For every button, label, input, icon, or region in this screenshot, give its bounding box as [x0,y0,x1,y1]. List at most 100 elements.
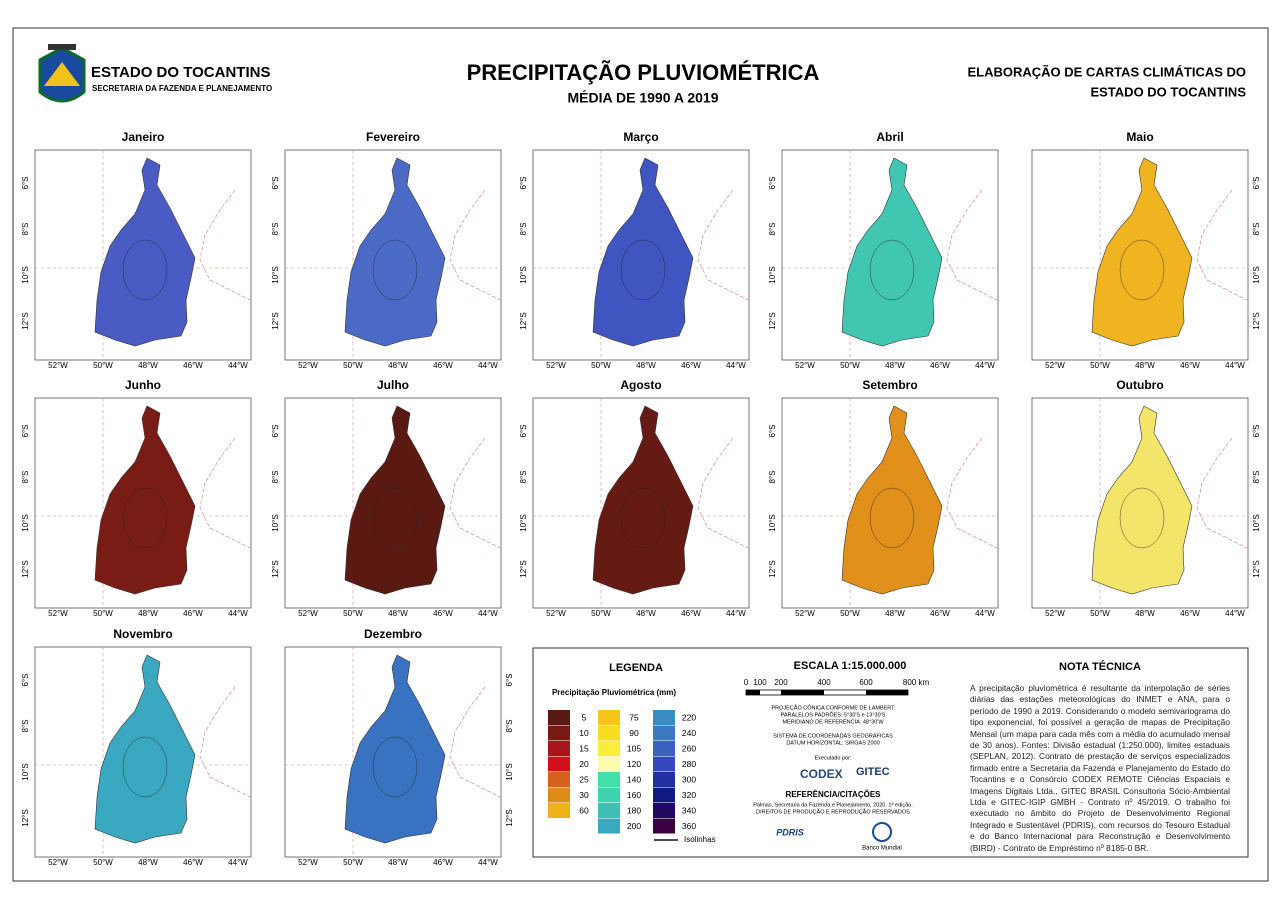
y-label: 6°S [21,425,30,438]
x-label: 50°W [840,361,860,370]
tocantins [841,157,943,347]
y-label: 12°S [519,312,528,329]
x-label: 52°W [298,858,318,867]
y-label: 10°S [21,266,30,283]
legend-label: 75 [629,712,639,722]
y-label: 12°S [1252,312,1261,329]
map-title: Agosto [620,378,661,392]
map-title: Abril [876,130,903,144]
y-label: 6°S [21,674,30,687]
y-label: 8°S [1252,471,1261,484]
y-label: 8°S [21,223,30,236]
legend-subtitle: Precipitação Pluviométrica (mm) [552,688,676,697]
y-label: 8°S [271,223,280,236]
y-label: 8°S [271,471,280,484]
tocantins [1091,157,1193,347]
legend-label: 120 [627,759,641,769]
scale-segment [866,690,908,695]
map-panel: Setembro 52°W 50°W 48°W 46°W 44°W 6°S 8°S 10°S 12… [768,378,999,618]
x-label: 52°W [546,361,566,370]
scale-tick: 100 [753,678,767,687]
legend-label: 140 [627,774,641,784]
x-label: 50°W [591,609,611,618]
x-label: 46°W [433,361,453,370]
y-label: 6°S [271,425,280,438]
x-label: 44°W [478,361,498,370]
x-label: 48°W [1135,361,1155,370]
project-line: ELABORAÇÃO DE CARTAS CLIMÁTICAS DO [967,64,1246,79]
map-panel: Outubro 52°W 50°W 48°W 46°W 44°W 6°S 8°S 10°S 12°… [1031,378,1261,618]
isoline [1119,239,1165,301]
x-label: 52°W [1045,609,1065,618]
legend-label: 25 [579,774,589,784]
tocantins [94,654,196,844]
tocantins [344,157,446,347]
x-label: 48°W [1135,609,1155,618]
credit-text: SISTEMA DE COORDENADAS GEOGRÁFICAS [773,732,893,739]
legend-swatch [653,772,675,787]
logo [38,44,86,103]
legend-label: 240 [682,728,696,738]
map-title: Julho [377,378,409,392]
isoline-label: Isolinhas [684,835,716,844]
map-panel: Julho 52°W 50°W 48°W 46°W 44°W 6°S 8°S 10°S 12°S [271,378,502,618]
state-border [697,189,749,301]
y-label: 12°S [519,560,528,577]
legend-label: 90 [629,728,639,738]
x-label: 48°W [138,609,158,618]
x-label: 46°W [433,609,453,618]
legend-swatch [598,756,620,772]
y-label: 10°S [768,266,777,283]
scale-tick: 400 [817,678,831,687]
y-label: 12°S [505,809,514,826]
frame [12,27,1269,882]
y-label: 8°S [519,223,528,236]
isoline [620,239,666,301]
legend-title: LEGENDA [609,662,663,674]
x-label: 50°W [93,858,113,867]
y-label: 10°S [271,514,280,531]
x-label: 50°W [343,858,363,867]
map-title: Junho [125,378,161,392]
legend-label: 20 [579,759,589,769]
credit-text: Executado por: [815,755,852,761]
logo-gitec: GITEC [856,766,890,778]
state-border [946,437,998,549]
x-label: 48°W [388,858,408,867]
legend-label: 105 [627,743,641,753]
y-label: 10°S [519,266,528,283]
legend-label: 30 [579,790,589,800]
map-panel: Dezembro 52°W 50°W 48°W 46°W 44°W 6°S 8°S 10°S 12… [284,627,514,867]
y-label: 8°S [1252,223,1261,236]
title: PRECIPITAÇÃO PLUVIOMÉTRICA [467,60,820,85]
tocantins [94,157,196,347]
map-panel: Abril 52°W 50°W 48°W 46°W 44°W 6°S 8°S 10°S 12°S [768,130,999,370]
tocantins [344,654,446,844]
isoline [1119,487,1165,549]
x-label: 46°W [1180,361,1200,370]
logo-world-bank [872,822,892,842]
x-label: 44°W [726,609,746,618]
y-label: 12°S [1252,560,1261,577]
tocantins [592,405,694,595]
x-label: 44°W [228,858,248,867]
tocantins [94,405,196,595]
legend-label: 5 [582,712,587,722]
legend-swatch [548,741,570,756]
legend-swatch [598,772,620,787]
state-border [199,189,251,301]
x-label: 50°W [343,361,363,370]
legend-label: 320 [682,790,696,800]
state-border [449,189,501,301]
state-border [1196,189,1248,301]
legend-swatch [598,787,620,803]
x-label: 46°W [1180,609,1200,618]
map-panel: Maio 52°W 50°W 48°W 46°W 44°W 6°S 8°S 10°S 12°S [1031,130,1261,370]
state-border [697,437,749,549]
legend-label: 200 [627,821,641,831]
map-title: Janeiro [122,130,165,144]
x-label: 48°W [636,609,656,618]
credit-text: PARALELOS PADRÕES: 5°30'S e 13°30'S [781,711,886,718]
scale-segment [781,690,824,695]
x-label: 52°W [1045,361,1065,370]
